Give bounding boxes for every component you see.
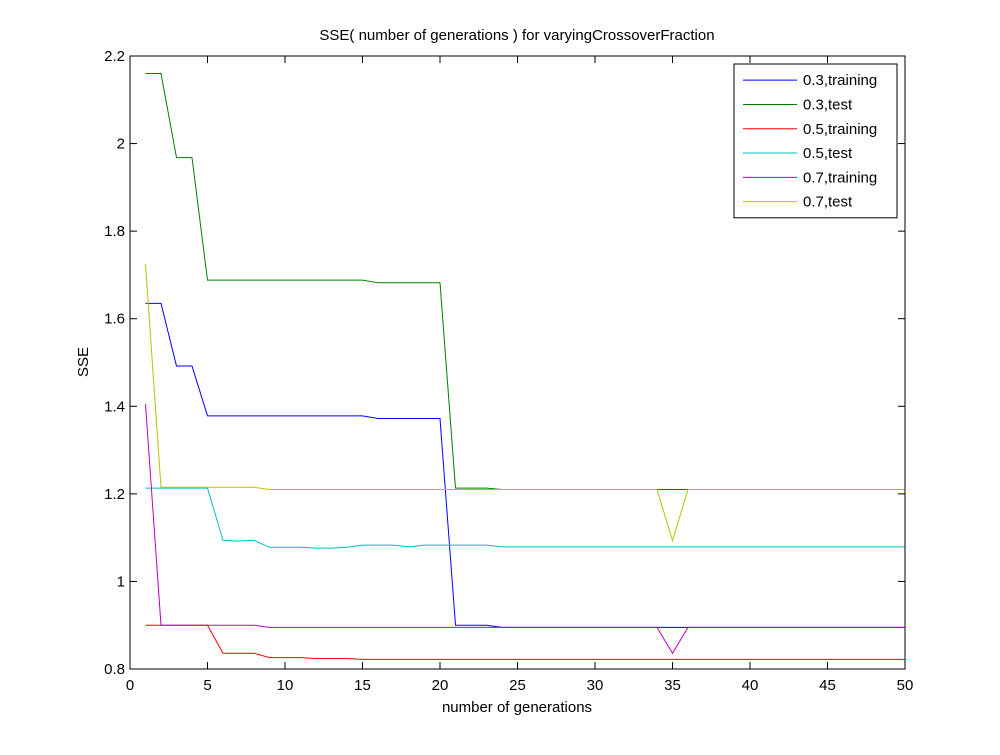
y-tick-label: 1.8 [104,223,125,240]
y-tick-label: 1.2 [104,486,125,503]
legend-label-1: 0.3,test [803,96,853,113]
series-line-3 [145,487,905,549]
x-tick-label: 15 [354,677,371,694]
x-tick-label: 10 [277,677,294,694]
legend: 0.3,training 0.3,test 0.5,training 0.5,test… [733,63,898,219]
x-axis-label: number of generations [442,699,592,716]
tick-layer: 0 5 10 15 20 25 30 35 40 45 50 0.8 1 1.2 1.4 1.6 1.8 2 2.2 [104,48,913,694]
series-line-1 [145,73,905,490]
y-tick-label: 1 [117,573,125,590]
x-tick-label: 20 [432,677,449,694]
y-axis-label: SSE [75,347,92,377]
x-tick-label: 0 [126,677,134,694]
x-tick-label: 25 [509,677,526,694]
legend-label-5: 0.7,test [803,194,853,211]
series-layer [145,73,905,660]
x-tick-label: 35 [664,677,681,694]
legend-label-2: 0.5,training [803,121,877,138]
y-tick-label: 2 [117,136,125,153]
legend-label-4: 0.7,training [803,169,877,186]
x-tick-label: 5 [203,677,211,694]
x-tick-label: 30 [587,677,604,694]
x-tick-label: 45 [819,677,836,694]
legend-box [733,63,898,219]
legend-label-0: 0.3,training [803,72,877,89]
y-tick-label: 0.8 [104,661,125,678]
chart-title: SSE( number of generations ) for varying… [319,27,714,44]
series-line-4 [145,404,905,655]
x-tick-label: 50 [897,677,914,694]
y-tick-label: 2.2 [104,48,125,65]
x-tick-label: 40 [742,677,759,694]
y-tick-label: 1.4 [104,398,125,415]
series-line-0 [145,302,905,628]
legend-label-3: 0.5,test [803,145,853,162]
y-tick-label: 1.6 [104,311,125,328]
series-line-5 [145,263,905,543]
